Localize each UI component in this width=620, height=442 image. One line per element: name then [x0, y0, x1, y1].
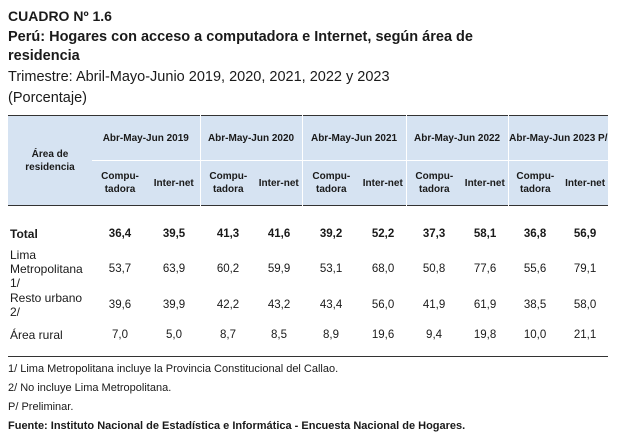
cell-value: 9,4 [426, 329, 443, 341]
cell-value: 53,1 [319, 263, 343, 275]
cell-value: 43,2 [267, 299, 291, 311]
internet-header: Inter-net [360, 160, 407, 206]
internet-header: Inter-net [148, 160, 201, 206]
cell-value: 10,0 [523, 329, 547, 341]
footnote-resto: 2/ No incluye Lima Metropolitana. [8, 382, 172, 394]
data-table: Área de residencia Abr-May-Jun 2019 Abr-… [8, 115, 609, 357]
period-header: Abr-May-Jun 2022 [405, 115, 509, 161]
row-label: Lima Metropolitana 1/ [10, 248, 83, 290]
cell-value: 8,9 [323, 329, 340, 341]
cell-value: 36,8 [523, 228, 547, 240]
cell-value: 61,9 [473, 299, 497, 311]
area-column-header: Área de residencia [8, 115, 92, 206]
cell-value: 19,8 [473, 329, 497, 341]
cell-value: 68,0 [371, 263, 395, 275]
cell-value: 8,7 [220, 329, 237, 341]
cell-value: 56,0 [371, 299, 395, 311]
cell-value: 19,6 [371, 329, 395, 341]
cell-value: 39,5 [162, 228, 186, 240]
cell-value: 77,6 [473, 263, 497, 275]
period-header: Abr-May-Jun 2021 [301, 115, 407, 161]
table-row: Lima Metropolitana 1/ 53,7 63,9 60,2 59,… [8, 248, 608, 290]
internet-header: Inter-net [562, 160, 609, 206]
computadora-header: Compu-tadora [405, 160, 463, 206]
row-label: Área rural [10, 328, 63, 342]
table-number: CUADRO Nº 1.6 [8, 8, 112, 24]
computadora-header: Compu-tadora [507, 160, 563, 206]
period-header: Abr-May-Jun 2023 P/ [507, 115, 609, 161]
computadora-header: Compu-tadora [92, 160, 148, 206]
cell-value: 36,4 [108, 228, 132, 240]
cell-value: 79,1 [573, 263, 597, 275]
cell-value: 39,6 [108, 299, 132, 311]
period-header: Abr-May-Jun 2019 [92, 115, 201, 161]
computadora-header: Compu-tadora [199, 160, 257, 206]
cell-value: 52,2 [371, 228, 395, 240]
cell-value: 39,2 [319, 228, 343, 240]
cell-value: 58,1 [473, 228, 497, 240]
cell-value: 41,3 [216, 228, 240, 240]
internet-header: Inter-net [256, 160, 303, 206]
row-label: Resto urbano 2/ [10, 291, 83, 319]
cell-value: 41,6 [267, 228, 291, 240]
cell-value: 39,9 [162, 299, 186, 311]
cell-value: 55,6 [523, 263, 547, 275]
cell-value: 21,1 [573, 329, 597, 341]
internet-header: Inter-net [462, 160, 509, 206]
cell-value: 38,5 [523, 299, 547, 311]
table-row: Área rural 7,0 5,0 8,7 8,5 8,9 19,6 9,4 … [8, 320, 608, 350]
cell-value: 58,0 [573, 299, 597, 311]
cell-value: 8,5 [271, 329, 288, 341]
cell-value: 60,2 [216, 263, 240, 275]
table-title: Perú: Hogares con acceso a computadora e… [8, 29, 473, 64]
computadora-header: Compu-tadora [301, 160, 361, 206]
cell-value: 43,4 [319, 299, 343, 311]
footnote-lima: 1/ Lima Metropolitana incluye la Provinc… [8, 363, 339, 375]
cell-value: 42,2 [216, 299, 240, 311]
cell-value: 37,3 [422, 228, 446, 240]
table-row: Resto urbano 2/ 39,6 39,9 42,2 43,2 43,4… [8, 290, 608, 320]
cell-value: 53,7 [108, 263, 132, 275]
table-unit: (Porcentaje) [8, 90, 87, 106]
cell-value: 63,9 [162, 263, 186, 275]
source-note: Fuente: Instituto Nacional de Estadístic… [8, 420, 466, 432]
cell-value: 59,9 [267, 263, 291, 275]
footnotes: 1/ Lima Metropolitana incluye la Provinc… [8, 360, 465, 436]
row-label: Total [10, 227, 38, 241]
cell-value: 56,9 [573, 228, 597, 240]
cell-value: 7,0 [112, 329, 128, 341]
cell-value: 41,9 [422, 299, 446, 311]
period-header: Abr-May-Jun 2020 [199, 115, 303, 161]
cell-value: 50,8 [422, 263, 446, 275]
table-row: Total 36,4 39,5 41,3 41,6 39,2 52,2 37,3… [8, 220, 608, 248]
cell-value: 5,0 [166, 329, 182, 341]
footnote-preliminar: P/ Preliminar. [8, 401, 74, 413]
table-subtitle: Trimestre: Abril-Mayo-Junio 2019, 2020, … [8, 69, 390, 85]
